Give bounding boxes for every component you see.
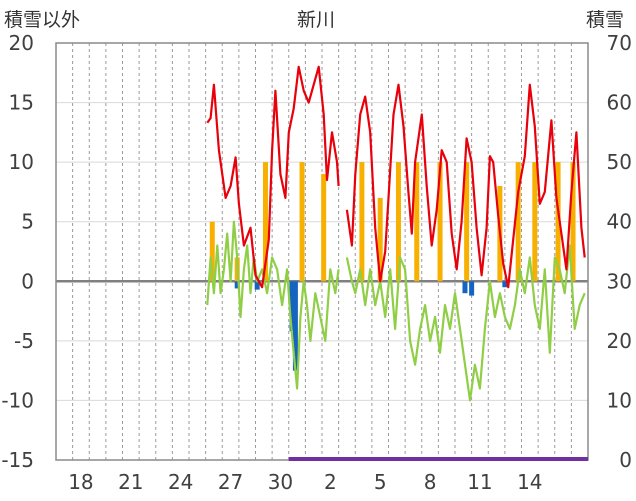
series-lines bbox=[206, 65, 586, 402]
bar-positive bbox=[262, 162, 268, 282]
series-line-red bbox=[206, 65, 586, 289]
y-right-tick-label: 30 bbox=[607, 269, 632, 293]
bar-positive bbox=[321, 174, 327, 282]
bar-positive bbox=[209, 221, 215, 282]
bar-positive bbox=[437, 162, 443, 282]
series-line-green bbox=[206, 220, 586, 402]
bar-negative bbox=[502, 281, 508, 288]
bar-negative bbox=[469, 281, 475, 296]
y-right-tick-label: 0 bbox=[619, 448, 632, 472]
y-right-tick-label: 10 bbox=[607, 388, 632, 412]
x-tick-label: 14 bbox=[517, 470, 542, 494]
bar-positive bbox=[515, 162, 521, 282]
x-tick-label: 18 bbox=[68, 470, 93, 494]
y-left-tick-label: 20 bbox=[9, 31, 34, 55]
y-axis-left-label: 積雪以外 bbox=[4, 9, 80, 31]
bar-positive bbox=[299, 162, 305, 282]
y-left-tick-label: 10 bbox=[9, 150, 34, 174]
x-tick-label: 5 bbox=[374, 470, 387, 494]
bar-positive bbox=[532, 162, 538, 282]
y-left-tick-label: 0 bbox=[21, 269, 34, 293]
x-tick-label: 30 bbox=[268, 470, 293, 494]
chart-title: 新川 bbox=[297, 9, 335, 31]
x-tick-label: 24 bbox=[168, 470, 193, 494]
bar-negative bbox=[462, 281, 468, 294]
bar-positive bbox=[359, 162, 365, 282]
x-tick-label: 11 bbox=[467, 470, 492, 494]
x-tick-label: 21 bbox=[118, 470, 143, 494]
bar-negative bbox=[234, 281, 240, 289]
y-left-tick-label: 5 bbox=[21, 210, 34, 234]
x-tick-label: 2 bbox=[324, 470, 337, 494]
y-right-tick-label: 60 bbox=[607, 91, 632, 115]
bar-positive bbox=[377, 197, 383, 282]
y-left-tick-label: 15 bbox=[9, 91, 34, 115]
bar-negative bbox=[254, 281, 260, 290]
bar-positive bbox=[464, 162, 470, 282]
y-right-tick-label: 70 bbox=[607, 31, 632, 55]
bar-positive bbox=[395, 162, 401, 282]
y-right-tick-label: 20 bbox=[607, 329, 632, 353]
bar-positive bbox=[555, 162, 561, 282]
x-tick-label: 27 bbox=[218, 470, 243, 494]
y-left-tick-label: -15 bbox=[1, 448, 34, 472]
x-tick-label: 8 bbox=[424, 470, 437, 494]
y-left-tick-label: -10 bbox=[1, 388, 34, 412]
bar-negative bbox=[289, 281, 295, 332]
y-right-tick-label: 40 bbox=[607, 210, 632, 234]
bar-negative bbox=[292, 281, 298, 371]
y-right-tick-label: 50 bbox=[607, 150, 632, 174]
bottom-band bbox=[288, 457, 588, 461]
bar-positive bbox=[570, 162, 576, 282]
y-axis-right-label: 積雪 bbox=[586, 9, 624, 31]
bar-positive bbox=[414, 162, 420, 282]
y-left-tick-label: -5 bbox=[14, 329, 34, 353]
